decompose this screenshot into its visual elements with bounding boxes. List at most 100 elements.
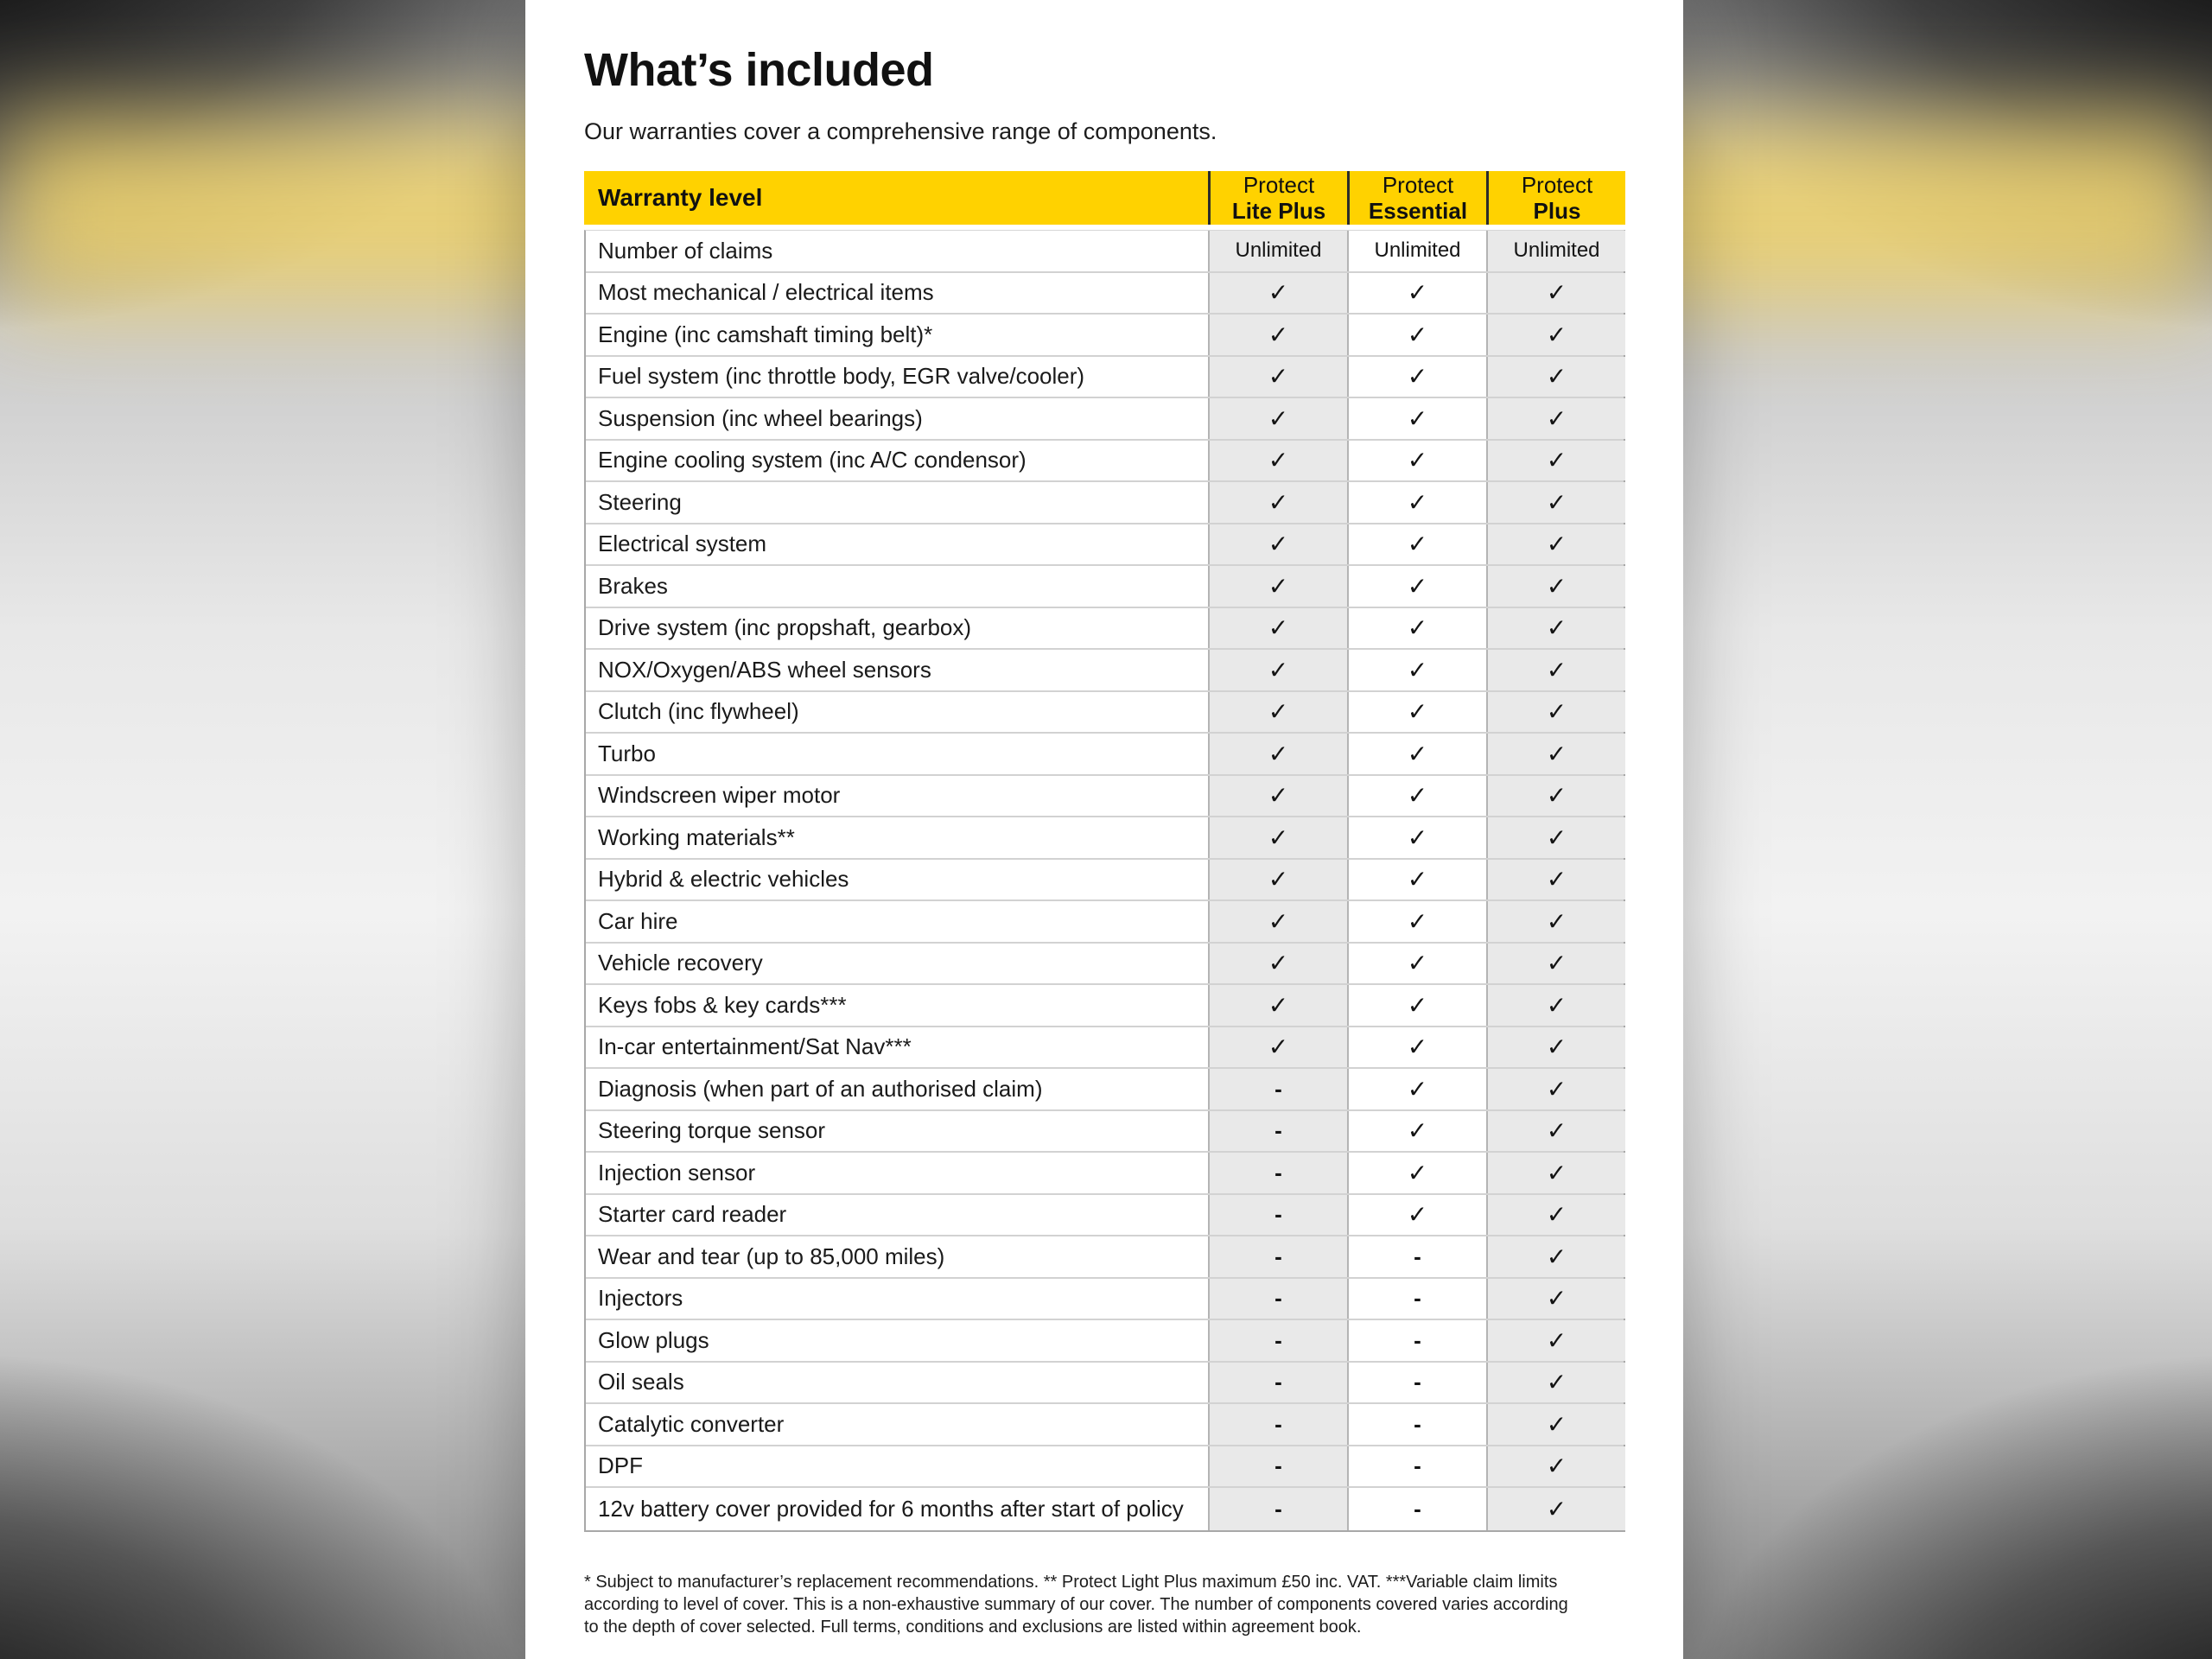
table-row: Working materials** ✓ ✓ ✓ <box>586 817 1625 860</box>
check-icon: ✓ <box>1347 607 1486 649</box>
check-icon: ✓ <box>1486 1153 1625 1193</box>
check-icon: ✓ <box>1486 398 1625 439</box>
check-icon: ✓ <box>1486 734 1625 774</box>
dash-icon: - <box>1347 1404 1486 1445</box>
warranty-level-header-cell: Warranty level <box>584 171 1208 226</box>
row-label: 12v battery cover provided for 6 months … <box>586 1488 1208 1530</box>
row-label: Steering torque sensor <box>586 1110 1208 1152</box>
table-row: Diagnosis (when part of an authorised cl… <box>586 1069 1625 1111</box>
check-icon: ✓ <box>1347 440 1486 481</box>
footnote: * Subject to manufacturer’s replacement … <box>584 1572 1568 1637</box>
column-header-essential: Protect Essential <box>1347 171 1486 226</box>
dash-icon: - <box>1208 1488 1347 1530</box>
check-icon: ✓ <box>1347 817 1486 858</box>
table-row: Glow plugs - - ✓ <box>586 1320 1625 1363</box>
check-icon: ✓ <box>1208 356 1347 397</box>
column-header-line2: Plus <box>1533 198 1581 225</box>
table-row: Wear and tear (up to 85,000 miles) - - ✓ <box>586 1236 1625 1279</box>
row-label: Catalytic converter <box>586 1404 1208 1445</box>
table-row: Car hire ✓ ✓ ✓ <box>586 901 1625 944</box>
table-row: Keys fobs & key cards*** ✓ ✓ ✓ <box>586 985 1625 1027</box>
check-icon: ✓ <box>1347 734 1486 774</box>
check-icon: ✓ <box>1486 315 1625 355</box>
row-label: Hybrid & electric vehicles <box>586 859 1208 900</box>
column-header-line1: Protect <box>1243 172 1315 199</box>
check-icon: ✓ <box>1347 691 1486 733</box>
check-icon: ✓ <box>1347 356 1486 397</box>
check-icon: ✓ <box>1486 650 1625 690</box>
table-row: Engine (inc camshaft timing belt)* ✓ ✓ ✓ <box>586 315 1625 357</box>
check-icon: ✓ <box>1347 566 1486 607</box>
row-label: Most mechanical / electrical items <box>586 272 1208 314</box>
check-icon: ✓ <box>1486 691 1625 733</box>
check-icon: ✓ <box>1486 524 1625 565</box>
table-row: Fuel system (inc throttle body, EGR valv… <box>586 356 1625 399</box>
header-body-divider <box>584 225 1625 231</box>
check-icon: ✓ <box>1347 1027 1486 1068</box>
check-icon: ✓ <box>1486 1027 1625 1068</box>
column-header-plus: Protect Plus <box>1486 171 1625 226</box>
check-icon: ✓ <box>1486 1446 1625 1487</box>
check-icon: ✓ <box>1486 1320 1625 1361</box>
table-row: Suspension (inc wheel bearings) ✓ ✓ ✓ <box>586 398 1625 441</box>
dash-icon: - <box>1208 1069 1347 1109</box>
row-label: Injectors <box>586 1278 1208 1319</box>
row-label: Working materials** <box>586 817 1208 858</box>
row-label: In-car entertainment/Sat Nav*** <box>586 1027 1208 1068</box>
check-icon: ✓ <box>1347 985 1486 1026</box>
check-icon: ✓ <box>1208 817 1347 858</box>
dash-icon: - <box>1347 1446 1486 1487</box>
page-title: What’s included <box>584 44 934 96</box>
row-label: Clutch (inc flywheel) <box>586 691 1208 733</box>
table-row: Most mechanical / electrical items ✓ ✓ ✓ <box>586 272 1625 315</box>
warranty-comparison-table: Warranty level Protect Lite Plus Protect Es… <box>584 171 1625 1532</box>
check-icon: ✓ <box>1486 1194 1625 1236</box>
cell-value: Unlimited <box>1347 231 1486 271</box>
table-row: In-car entertainment/Sat Nav*** ✓ ✓ ✓ <box>586 1027 1625 1070</box>
check-icon: ✓ <box>1486 440 1625 481</box>
table-row: Vehicle recovery ✓ ✓ ✓ <box>586 943 1625 986</box>
check-icon: ✓ <box>1347 901 1486 942</box>
row-label: Fuel system (inc throttle body, EGR valv… <box>586 356 1208 397</box>
check-icon: ✓ <box>1208 901 1347 942</box>
dash-icon: - <box>1208 1320 1347 1361</box>
check-icon: ✓ <box>1347 398 1486 439</box>
row-label: Engine (inc camshaft timing belt)* <box>586 315 1208 355</box>
table-row: Engine cooling system (inc A/C condensor… <box>586 440 1625 483</box>
check-icon: ✓ <box>1347 650 1486 690</box>
column-header-line1: Protect <box>1382 172 1454 199</box>
dash-icon: - <box>1208 1236 1347 1277</box>
check-icon: ✓ <box>1208 734 1347 774</box>
table-row: Steering torque sensor - ✓ ✓ <box>586 1110 1625 1154</box>
row-label: NOX/Oxygen/ABS wheel sensors <box>586 650 1208 690</box>
dash-icon: - <box>1208 1110 1347 1152</box>
check-icon: ✓ <box>1486 356 1625 397</box>
dash-icon: - <box>1208 1194 1347 1236</box>
dash-icon: - <box>1347 1278 1486 1319</box>
check-icon: ✓ <box>1486 1362 1625 1403</box>
dash-icon: - <box>1347 1320 1486 1361</box>
check-icon: ✓ <box>1486 943 1625 984</box>
check-icon: ✓ <box>1486 607 1625 649</box>
check-icon: ✓ <box>1208 607 1347 649</box>
check-icon: ✓ <box>1486 1110 1625 1152</box>
table-row: DPF - - ✓ <box>586 1446 1625 1489</box>
table-body: Number of claims Unlimited Unlimited Unlimi… <box>584 230 1625 1532</box>
dash-icon: - <box>1347 1236 1486 1277</box>
row-label: Drive system (inc propshaft, gearbox) <box>586 607 1208 649</box>
table-row: Starter card reader - ✓ ✓ <box>586 1194 1625 1237</box>
table-row: Injectors - - ✓ <box>586 1278 1625 1321</box>
check-icon: ✓ <box>1208 859 1347 900</box>
table-row: Windscreen wiper motor ✓ ✓ ✓ <box>586 775 1625 818</box>
column-header-line2: Lite Plus <box>1231 198 1326 225</box>
check-icon: ✓ <box>1208 315 1347 355</box>
check-icon: ✓ <box>1208 985 1347 1026</box>
check-icon: ✓ <box>1347 272 1486 314</box>
dash-icon: - <box>1208 1278 1347 1319</box>
check-icon: ✓ <box>1347 1194 1486 1236</box>
check-icon: ✓ <box>1208 691 1347 733</box>
check-icon: ✓ <box>1208 1027 1347 1068</box>
column-header-lite-plus: Protect Lite Plus <box>1208 171 1347 226</box>
row-label: Starter card reader <box>586 1194 1208 1236</box>
